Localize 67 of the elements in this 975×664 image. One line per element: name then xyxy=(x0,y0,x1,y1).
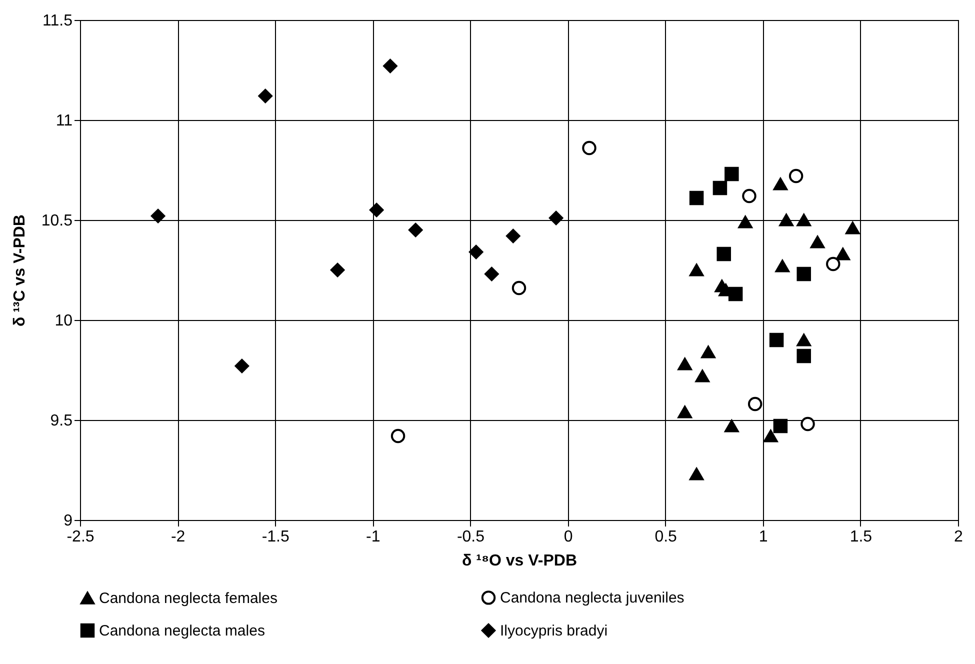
y-tick-label: 9.5 xyxy=(50,412,73,430)
point xyxy=(484,266,499,282)
point xyxy=(712,180,728,196)
point xyxy=(796,348,811,364)
legend-label: Candona neglecta males xyxy=(99,622,265,640)
point xyxy=(689,468,704,480)
point xyxy=(258,88,272,104)
point xyxy=(678,406,692,418)
x-tick-label: -2.5 xyxy=(66,528,94,546)
y-tick-label: 9 xyxy=(64,512,73,530)
point xyxy=(836,248,850,260)
x-tick-label: 0.5 xyxy=(654,528,678,546)
point xyxy=(150,208,166,224)
point xyxy=(846,222,860,234)
point xyxy=(701,346,716,358)
point xyxy=(468,244,484,260)
x-tick-label: -1.5 xyxy=(262,528,290,546)
point xyxy=(773,178,788,190)
point xyxy=(810,236,825,248)
point xyxy=(796,334,811,346)
point xyxy=(764,430,778,442)
point xyxy=(582,140,596,156)
legend-label: Candona neglecta females xyxy=(99,590,278,608)
point xyxy=(689,190,704,206)
point xyxy=(728,286,743,302)
point xyxy=(738,216,752,228)
point xyxy=(695,370,710,382)
point xyxy=(773,418,788,434)
point xyxy=(408,222,423,238)
point xyxy=(689,264,704,276)
point xyxy=(506,228,520,244)
x-tick-label: 1.5 xyxy=(850,528,872,546)
point xyxy=(330,262,345,278)
x-tick-label: -0.5 xyxy=(456,528,485,546)
point xyxy=(800,416,815,432)
point xyxy=(748,396,762,412)
legend-label: Candona neglecta juveniles xyxy=(500,590,684,607)
point xyxy=(369,202,384,218)
x-tick-label: 1 xyxy=(758,528,768,546)
point xyxy=(716,246,731,262)
point xyxy=(788,168,804,184)
point xyxy=(742,188,756,204)
x-tick-label: 0 xyxy=(564,528,573,546)
point xyxy=(724,166,739,182)
point xyxy=(826,256,840,272)
point xyxy=(383,58,398,74)
legend-label: Ilyocypris bradyi xyxy=(500,622,608,640)
point xyxy=(796,266,811,282)
point xyxy=(548,210,564,226)
point xyxy=(234,358,250,374)
y-tick-label: 11.5 xyxy=(42,12,73,30)
y-tick-label: 10 xyxy=(54,312,73,330)
y-axis-title: δ ¹³C vs V-PDB xyxy=(11,214,28,326)
point xyxy=(779,214,794,226)
x-tick-label: 2 xyxy=(954,528,964,546)
y-tick-label: 10.5 xyxy=(41,212,73,230)
x-tick-label: -1 xyxy=(366,528,380,546)
point xyxy=(512,280,526,296)
point xyxy=(769,332,784,348)
y-tick-label: 11 xyxy=(56,112,73,130)
point xyxy=(796,214,811,226)
x-tick-label: -2 xyxy=(170,528,186,546)
point xyxy=(678,358,692,370)
point xyxy=(724,420,739,432)
point xyxy=(775,260,790,272)
point xyxy=(390,428,406,444)
x-axis-title: δ ¹⁸O vs V-PDB xyxy=(462,552,578,570)
